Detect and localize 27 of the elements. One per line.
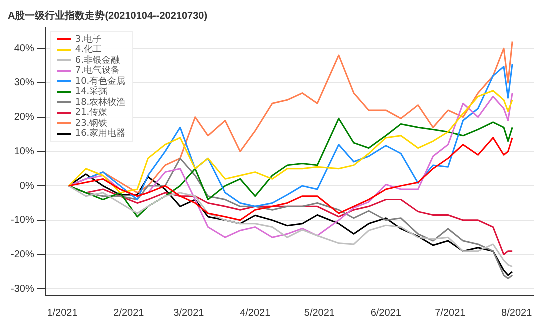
y-tick-label: -30% [10, 284, 34, 295]
legend-label: 14.采掘 [75, 86, 108, 98]
legend-label: 10.有色金属 [75, 76, 126, 87]
x-tick-label: 4/2021 [240, 308, 272, 319]
chart-title: A股一级行业指数走势(20210104--20210730) [8, 10, 208, 22]
legend-label: 6.非银金融 [75, 54, 120, 66]
x-tick-label: 3/2021 [174, 308, 205, 319]
legend-label: 3.电子 [75, 34, 102, 45]
x-tick-label: 6/2021 [370, 308, 402, 319]
y-tick-label: 30% [14, 78, 34, 89]
legend-label: 16.家用电器 [75, 128, 126, 140]
legend-label: 7.电气设备 [75, 64, 120, 76]
legend-label: 23.钢铁 [75, 118, 108, 129]
y-tick-label: 0% [20, 180, 34, 192]
x-tick-label: 2/2021 [114, 308, 145, 319]
x-tick-label: 8/2021 [502, 308, 533, 319]
legend-label: 4.化工 [75, 44, 102, 56]
y-tick-label: -10% [10, 215, 34, 226]
y-tick-label: 40% [14, 43, 34, 54]
x-tick-label: 7/2021 [435, 308, 466, 319]
y-tick-label: 20% [14, 112, 34, 124]
legend-label: 18.农林牧渔 [75, 96, 126, 108]
y-tick-label: -20% [10, 250, 34, 261]
y-tick-label: 10% [14, 146, 34, 158]
x-tick-label: 5/2021 [304, 308, 336, 319]
legend-label: 21.传媒 [75, 107, 108, 118]
x-tick-label: 1/2021 [47, 308, 78, 319]
